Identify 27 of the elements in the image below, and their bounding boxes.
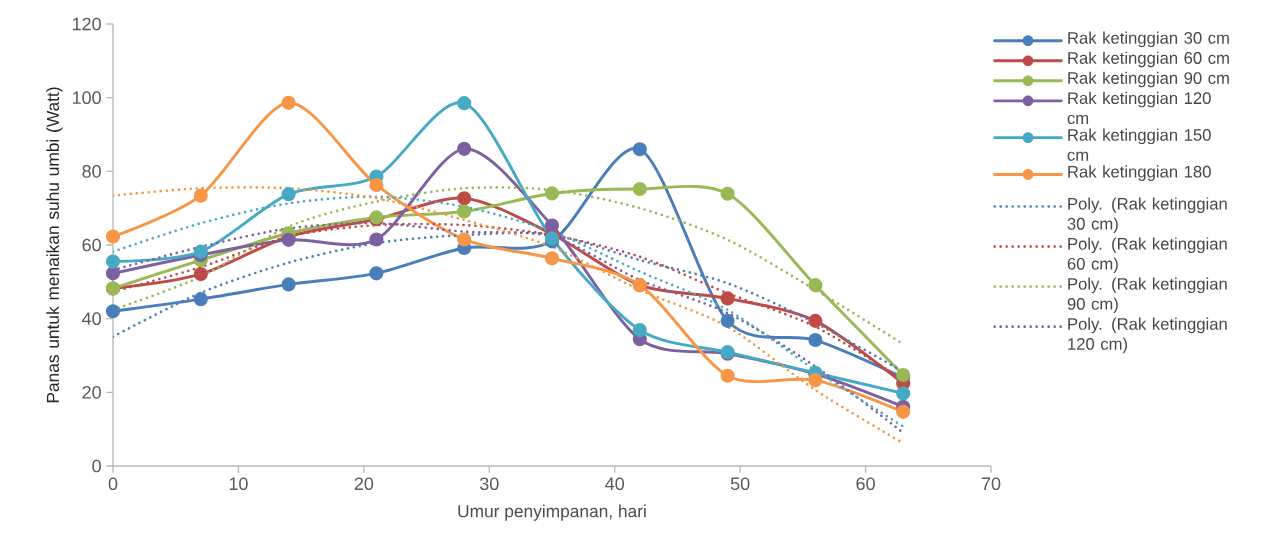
legend-label: Rak ketinggian 90 cm [1068, 71, 1229, 88]
x-tick-label: 30 [479, 477, 499, 491]
legend-label: Poly. (Rak ketinggian 60 cm) [1067, 237, 1227, 274]
x-tick-label: 10 [229, 477, 248, 491]
x-axis-title: Umur penyimpanan, hari [458, 504, 646, 521]
x-tick-label: 0 [108, 477, 118, 491]
y-tick-label: 40 [82, 312, 101, 326]
x-tick-label: 40 [605, 477, 625, 491]
legend-label: Rak ketinggian 150 cm [1067, 128, 1211, 161]
y-tick-label: 80 [82, 164, 101, 178]
x-tick-label: 60 [856, 477, 875, 491]
legend-label: Poly. (Rak ketinggian 90 cm) [1067, 277, 1227, 314]
y-tick-label: 120 [72, 17, 101, 31]
y-tick-label: 20 [82, 385, 101, 399]
x-tick-label: 70 [981, 477, 1001, 491]
legend-label: Poly. (Rak ketinggian 120 cm) [1068, 317, 1227, 354]
y-tick-label: 100 [72, 91, 101, 105]
legend-label: Rak ketinggian 120 cm [1067, 91, 1211, 125]
x-tick-label: 50 [730, 477, 750, 491]
legend-label: Rak ketinggian 30 cm [1068, 31, 1229, 48]
y-axis-title: Panas untuk menaikan suhu umbi (Watt) [46, 87, 63, 403]
y-tick-label: 0 [92, 459, 101, 473]
y-tick-label: 60 [82, 238, 101, 252]
legend-label: Poly. (Rak ketinggian 30 cm) [1067, 197, 1227, 233]
legend-label: Rak ketinggian 180 [1068, 165, 1211, 181]
legend-label: Rak ketinggian 60 cm [1068, 51, 1229, 68]
x-tick-label: 20 [354, 477, 374, 491]
